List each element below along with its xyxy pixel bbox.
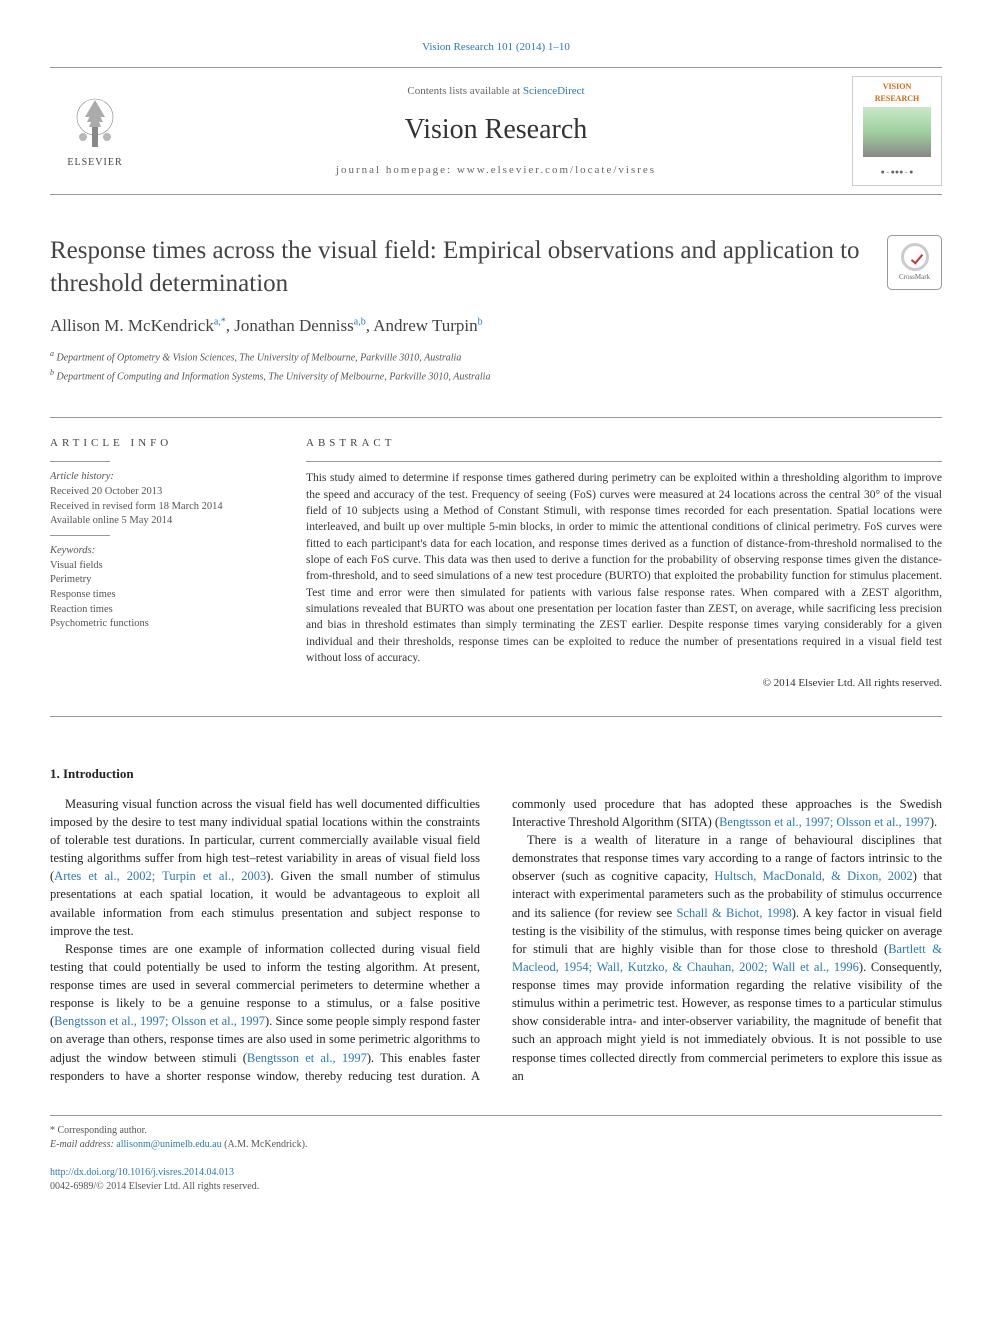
- article-title: Response times across the visual field: …: [50, 235, 867, 300]
- author-2: Jonathan Denniss: [234, 316, 353, 335]
- body-text-columns: Measuring visual function across the vis…: [50, 795, 942, 1085]
- keyword: Perimetry: [50, 574, 91, 585]
- rule: [50, 716, 942, 717]
- journal-cover-thumbnail: VISIONRESEARCH ● - ●●● - ●: [852, 76, 942, 186]
- author-1: Allison M. McKendrick: [50, 316, 214, 335]
- title-row: Response times across the visual field: …: [50, 235, 942, 384]
- citation-link[interactable]: Bengtsson et al., 1997: [247, 1051, 367, 1065]
- homepage-url[interactable]: www.elsevier.com/locate/visres: [457, 164, 656, 176]
- article-info-col: article info Article history: Received 2…: [50, 436, 270, 692]
- citation-link[interactable]: Bengtsson et al., 1997; Olsson et al., 1…: [719, 815, 930, 829]
- info-abstract-row: article info Article history: Received 2…: [50, 417, 942, 692]
- email-line: E-mail address: allisonm@unimelb.edu.au …: [50, 1138, 942, 1152]
- crossmark-label: CrossMark: [899, 273, 930, 283]
- affiliations: a Department of Optometry & Vision Scien…: [50, 348, 867, 384]
- author-2-affil: a,b: [354, 317, 366, 328]
- corresponding-author: * Corresponding author.: [50, 1124, 942, 1138]
- elsevier-logo: ELSEVIER: [50, 81, 140, 181]
- body-paragraph: There is a wealth of literature in a ran…: [512, 831, 942, 1085]
- issn-line: 0042-6989/© 2014 Elsevier Ltd. All right…: [50, 1180, 942, 1194]
- keyword: Reaction times: [50, 604, 113, 615]
- intro-heading: 1. Introduction: [50, 765, 942, 783]
- cover-dots: ● - ●●● - ●: [861, 168, 933, 178]
- contents-list-line: Contents lists available at ScienceDirec…: [160, 84, 832, 99]
- abstract-copyright: © 2014 Elsevier Ltd. All rights reserved…: [306, 676, 942, 691]
- crossmark-badge[interactable]: CrossMark: [887, 235, 942, 290]
- authors-line: Allison M. McKendricka,*, Jonathan Denni…: [50, 314, 867, 338]
- citation-link[interactable]: Artes et al., 2002; Turpin et al., 2003: [54, 869, 266, 883]
- footer-block: * Corresponding author. E-mail address: …: [50, 1115, 942, 1194]
- doi-link[interactable]: http://dx.doi.org/10.1016/j.visres.2014.…: [50, 1167, 234, 1178]
- rule: [306, 461, 942, 462]
- crossmark-icon: [901, 243, 929, 271]
- history-label: Article history:: [50, 471, 114, 482]
- body-paragraph: Measuring visual function across the vis…: [50, 795, 480, 940]
- abstract-text: This study aimed to determine if respons…: [306, 470, 942, 666]
- keywords-block: Keywords: Visual fields Perimetry Respon…: [50, 544, 270, 632]
- cover-image-placeholder: [863, 107, 931, 157]
- journal-name: Vision Research: [160, 110, 832, 149]
- rule: [50, 461, 110, 462]
- online-date: Available online 5 May 2014: [50, 515, 172, 526]
- author-3: Andrew Turpin: [373, 316, 477, 335]
- citation-link[interactable]: Hultsch, MacDonald, & Dixon, 2002: [714, 869, 912, 883]
- homepage-label: journal homepage:: [336, 164, 457, 176]
- journal-header-box: ELSEVIER Contents lists available at Sci…: [50, 67, 942, 195]
- article-history: Article history: Received 20 October 201…: [50, 470, 270, 529]
- affil-b: Department of Computing and Information …: [57, 371, 491, 382]
- elsevier-label: ELSEVIER: [67, 156, 122, 170]
- author-3-affil: b: [478, 317, 483, 328]
- keywords-label: Keywords:: [50, 545, 95, 556]
- author-1-affil: a,*: [214, 317, 226, 328]
- received-date: Received 20 October 2013: [50, 486, 162, 497]
- sciencedirect-link[interactable]: ScienceDirect: [523, 85, 585, 97]
- revised-date: Received in revised form 18 March 2014: [50, 501, 223, 512]
- citation-link[interactable]: Bengtsson et al., 1997; Olsson et al., 1…: [54, 1014, 265, 1028]
- citation-link[interactable]: Schall & Bichot, 1998: [676, 906, 791, 920]
- elsevier-tree-icon: [65, 92, 125, 152]
- cover-title: VISIONRESEARCH: [857, 81, 937, 103]
- keyword: Psychometric functions: [50, 618, 149, 629]
- title-block: Response times across the visual field: …: [50, 235, 867, 384]
- abstract-col: abstract This study aimed to determine i…: [306, 436, 942, 692]
- contents-text: Contents lists available at: [407, 85, 522, 97]
- abstract-heading: abstract: [306, 436, 942, 451]
- keyword: Visual fields: [50, 560, 103, 571]
- article-info-heading: article info: [50, 436, 270, 451]
- header-citation[interactable]: Vision Research 101 (2014) 1–10: [50, 40, 942, 55]
- email-link[interactable]: allisonm@unimelb.edu.au: [116, 1139, 221, 1150]
- rule: [50, 535, 110, 536]
- journal-header-center: Contents lists available at ScienceDirec…: [140, 84, 852, 178]
- keyword: Response times: [50, 589, 116, 600]
- journal-homepage-line: journal homepage: www.elsevier.com/locat…: [160, 163, 832, 178]
- affil-a: Department of Optometry & Vision Science…: [57, 353, 462, 364]
